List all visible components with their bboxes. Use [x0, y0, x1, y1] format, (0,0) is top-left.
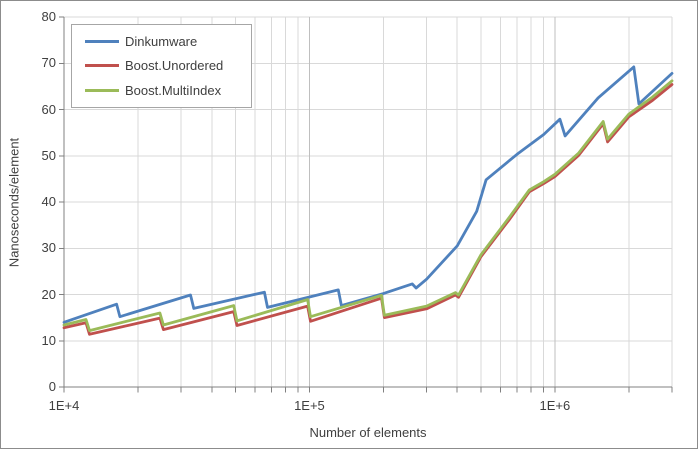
legend-line-swatch — [85, 89, 119, 93]
y-tick-label: 60 — [41, 101, 56, 117]
x-tick-label: 1E+4 — [48, 398, 80, 413]
y-tick-label: 50 — [41, 147, 56, 163]
y-tick-label: 20 — [41, 286, 56, 302]
x-tick-label: 1E+6 — [539, 398, 571, 413]
x-axis-title: Number of elements — [309, 425, 427, 440]
axis-ticks — [59, 16, 673, 393]
y-tick-label: 0 — [48, 379, 56, 394]
legend-label: Boost.MultiIndex — [125, 83, 222, 99]
y-tick-label: 70 — [41, 55, 56, 71]
legend-label: Boost.Unordered — [125, 58, 224, 74]
x-tick-label: 1E+5 — [294, 398, 325, 413]
legend: Dinkumware Boost.Unordered Boost.MultiInde… — [71, 24, 252, 108]
y-tick-label: 40 — [41, 194, 56, 209]
legend-entry-dinkumware: Dinkumware — [85, 34, 251, 49]
legend-label: Dinkumware — [125, 33, 198, 49]
series-line-boost-multiindex — [62, 79, 674, 333]
y-tick-label: 80 — [41, 9, 56, 24]
legend-entry-boost-multiindex: Boost.MultiIndex — [85, 83, 251, 98]
y-tick-label: 10 — [41, 332, 56, 348]
legend-entry-boost-unordered: Boost.Unordered — [85, 58, 251, 73]
legend-line-swatch — [85, 64, 119, 68]
series-line-dinkumware — [62, 65, 674, 324]
series-lines — [62, 65, 674, 336]
legend-line-swatch — [85, 39, 119, 43]
y-tick-label: 30 — [41, 240, 56, 256]
